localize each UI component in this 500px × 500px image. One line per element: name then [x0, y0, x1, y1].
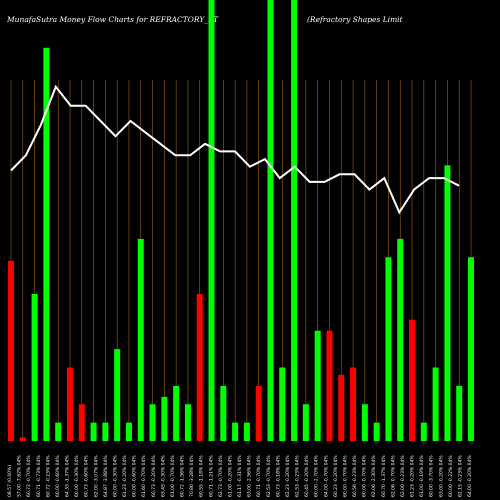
x-tick-label: 62.15 -0.23% 04% — [457, 455, 463, 497]
x-tick-label: 60.71 -0.73% 04% — [36, 455, 42, 497]
chart-title: MunafaSutra Money Flow Charts for REFRAC… — [7, 15, 497, 24]
x-tick-label: 61.00 -0.20% 04% — [227, 455, 233, 497]
money-flow-bar — [220, 385, 227, 441]
money-flow-bar — [456, 385, 463, 441]
x-tick-label: 60.00 -0.30% 04% — [112, 455, 118, 497]
x-tick-label: 70.80 -3.28% 04% — [189, 455, 195, 497]
x-tick-label: 60.00 -3.70% 04% — [429, 455, 435, 497]
x-tick-label: 60.45 -0.20% 04% — [304, 455, 310, 497]
x-tick-label: 61.60 -0.70% 04% — [141, 455, 147, 497]
x-tick-label: 62.06 -0.70% 04% — [390, 455, 396, 497]
money-flow-bar — [468, 257, 474, 441]
x-tick-label: 62.00 -0.23% 04% — [400, 455, 406, 497]
money-flow-bar — [149, 404, 156, 441]
x-tick-label: 60.71 -1.21% 04% — [208, 455, 214, 497]
money-flow-bar — [243, 422, 250, 441]
x-tick-label: 60.23 -0.20% 04% — [333, 455, 339, 497]
x-tick-label: 63.45 -0.30% 04% — [160, 455, 166, 497]
money-flow-bar — [232, 422, 239, 441]
money-flow-line — [10, 84, 460, 215]
money-flow-bar — [397, 238, 404, 441]
x-tick-label: 62.53 -0.70% 04% — [266, 455, 272, 497]
x-tick-label: 60.00 -0.60% 04% — [55, 455, 61, 497]
chart-title-main: MunafaSutra Money Flow Charts for REFRAC… — [7, 15, 219, 24]
money-flow-bar — [291, 0, 298, 441]
x-tick-label: 64.33 -1.37% 04% — [65, 455, 71, 497]
money-flow-bar — [373, 422, 380, 441]
money-flow-bar — [19, 437, 26, 441]
money-flow-bar — [78, 404, 85, 441]
x-tick-label: 62.73 -0.70% 04% — [218, 455, 224, 497]
x-tick-label: 61.23 -0.20% 04% — [410, 455, 416, 497]
x-tick-label: 63.00 -0.20% 04% — [438, 455, 444, 497]
money-flow-bar — [432, 367, 439, 441]
money-flow-bar — [267, 0, 274, 441]
x-tick-label: 60.73 -0.60% 04% — [84, 455, 90, 497]
x-tick-label: 60.71 -0.70% 04% — [256, 455, 262, 497]
money-flow-bar — [385, 257, 392, 441]
x-tick-label: 62.00 -3.07% 04% — [93, 455, 99, 497]
x-tick-label: 60.00 -0.70% 04% — [362, 455, 368, 497]
money-flow-bar — [8, 260, 14, 441]
money-flow-bar — [361, 404, 368, 441]
money-flow-bar — [326, 330, 333, 441]
x-tick-label: 60.70 -1.37% 04% — [381, 455, 387, 497]
money-flow-bar — [196, 294, 203, 441]
money-flow-bar — [114, 349, 121, 441]
x-tick-label: 63.00 -2.56% 04% — [247, 455, 253, 497]
money-flow-bar — [184, 404, 191, 441]
x-tick-label: 64.87 -3.88% 04% — [103, 455, 109, 497]
money-flow-bar — [137, 238, 144, 441]
x-tick-label: 62.23 -0.20% 04% — [285, 455, 291, 497]
x-tick-label: 60.72 -1.56% 04% — [180, 455, 186, 497]
x-tick-label: 60.00 -0.22% 04% — [448, 455, 454, 497]
money-flow-bar — [90, 422, 97, 441]
x-tick-label: 60.00 -2.70% 04% — [314, 455, 320, 497]
bar-series — [8, 0, 474, 442]
x-tick-label: 60.55 -1.18% 04% — [199, 455, 205, 497]
x-tick-label: 60.00 -0.30% 04% — [74, 455, 80, 497]
money-flow-bar — [102, 422, 109, 441]
money-flow-bar — [409, 319, 416, 441]
x-tick-label: 57.00 -7.62% 04% — [17, 455, 23, 497]
money-flow-bar — [314, 330, 321, 441]
x-tick-label: 61.00 -0.19% 04% — [419, 455, 425, 497]
x-tick-label: 62.53 -0.23% 04% — [295, 455, 301, 497]
x-tick-label: 62.06 -2.30% 04% — [371, 455, 377, 497]
x-tick-label: 08.57 (0.00%) — [7, 465, 13, 497]
x-tick-label: 60.72 -0.23% 04% — [45, 455, 51, 497]
money-flow-bar — [55, 422, 62, 441]
money-flow-bar — [43, 47, 50, 442]
x-tick-label: 60.73 -0.20% 04% — [151, 455, 157, 497]
money-flow-bar — [255, 385, 262, 441]
money-flow-bar — [66, 367, 73, 441]
money-flow-bar — [173, 385, 180, 441]
x-tick-label: 60.73 -0.18% 04% — [275, 455, 281, 497]
x-tick-label: 64.00 -0.20% 04% — [467, 455, 473, 497]
money-flow-bar — [420, 422, 427, 441]
x-tick-label: 61.00 -0.70% 04% — [170, 455, 176, 497]
money-flow-bar — [350, 367, 357, 441]
money-flow-bar — [208, 0, 215, 441]
x-tick-label: 60.72 -0.70% 04% — [26, 455, 32, 497]
money-flow-bar — [338, 374, 345, 441]
x-tick-label: 64.00 -0.70% 04% — [323, 455, 329, 497]
money-flow-bar — [31, 294, 38, 441]
chart-title-sub: (Refractory Shapes Limit — [307, 15, 403, 24]
x-tick-label: 61.23 -0.20% 04% — [122, 455, 128, 497]
x-tick-label: 60.00 -0.70% 04% — [342, 455, 348, 497]
x-tick-label: 60.56 -0.23% 04% — [352, 455, 358, 497]
money-flow-bar — [302, 404, 309, 441]
x-tick-labels: 08.57 (0.00%) 57.00 -7.62% 04% 60.72 -0.70… — [7, 455, 473, 497]
money-flow-bar — [279, 367, 286, 441]
x-tick-label: 60.00 -0.60% 04% — [132, 455, 138, 497]
money-flow-bar — [125, 422, 132, 441]
money-flow-bar — [444, 165, 451, 441]
money-flow-bar — [161, 396, 168, 441]
x-tick-label: 61.17 -0.31% 04% — [237, 455, 243, 497]
